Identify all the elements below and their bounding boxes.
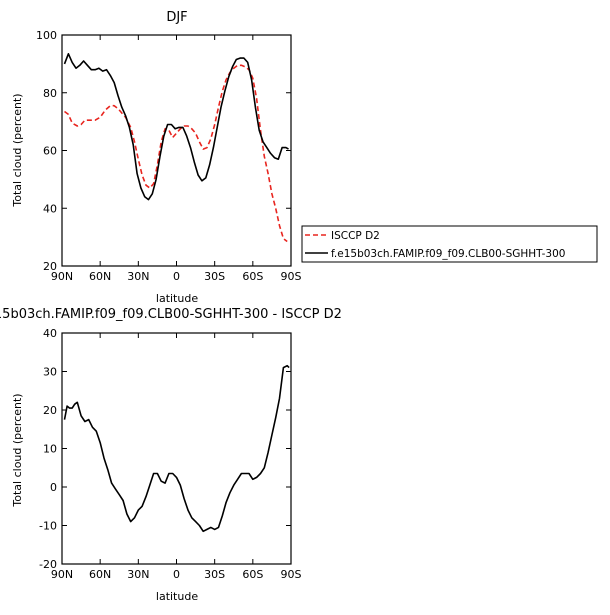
- chart1-x-tick-label: 60S: [242, 270, 263, 283]
- chart2-y-tick-label: 20: [43, 404, 57, 417]
- chart1-y-tick-label: 20: [43, 260, 57, 273]
- chart1-x-axis: 90N 60N 30N 0 30S 60S 90S: [51, 35, 302, 283]
- chart1-series-line-0: [64, 64, 288, 243]
- chart2-y-axis: -20 -10 0 10 20 30 40: [39, 327, 291, 571]
- legend-label-isccp: ISCCP D2: [331, 230, 380, 242]
- legend-box: [301, 225, 598, 263]
- chart2-x-axis: 90N 60N 30N 0 30S 60S 90S: [51, 333, 302, 581]
- chart1-series-line-1: [63, 53, 289, 201]
- chart2-x-tick-label: 60N: [89, 568, 111, 581]
- chart1-series-group: [63, 53, 289, 243]
- chart1-y-tick-label: 100: [36, 29, 57, 42]
- chart2-series-line-0: [63, 364, 290, 533]
- chart1-x-tick-label: 0: [173, 270, 180, 283]
- chart1-y-tick-label: 80: [43, 87, 57, 100]
- chart2-x-tick-label: 60S: [242, 568, 263, 581]
- chart2-y-tick-label: 30: [43, 366, 57, 379]
- chart2-y-tick-label: -10: [39, 520, 57, 533]
- chart1-y-tick-label: 40: [43, 202, 57, 215]
- chart2-y-axis-label: Total cloud (percent): [11, 393, 24, 507]
- chart2-title: f.e15b03ch.FAMIP.f09_f09.CLB00-SGHHT-300…: [0, 307, 342, 322]
- chart1-title: DJF: [166, 10, 187, 25]
- chart1-x-tick-label: 90N: [51, 270, 73, 283]
- chart2-plot-frame: [61, 332, 292, 565]
- chart1-y-axis-label: Total cloud (percent): [11, 93, 24, 207]
- chart1-legend: ISCCP D2 f.e15b03ch.FAMIP.f09_f09.CLB00-…: [301, 225, 598, 263]
- chart2-x-tick-label: 30N: [127, 568, 149, 581]
- chart1-y-axis: 20 40 60 80 100: [36, 29, 291, 273]
- chart2-series-group: [63, 364, 290, 533]
- chart1-y-tick-label: 60: [43, 145, 57, 158]
- chart2-x-tick-label: 0: [173, 568, 180, 581]
- chart2-x-tick-label: 30S: [204, 568, 225, 581]
- chart2-x-tick-label: 90N: [51, 568, 73, 581]
- chart2-x-tick-label: 90S: [281, 568, 302, 581]
- chart2-y-tick-label: 40: [43, 327, 57, 340]
- chart1-x-tick-label: 90S: [281, 270, 302, 283]
- chart1-x-tick-label: 30S: [204, 270, 225, 283]
- chart1-x-tick-label: 60N: [89, 270, 111, 283]
- chart2-y-tick-label: 0: [50, 481, 57, 494]
- chart1-x-tick-label: 30N: [127, 270, 149, 283]
- chart2-y-tick-label: -20: [39, 558, 57, 571]
- legend-label-model: f.e15b03ch.FAMIP.f09_f09.CLB00-SGHHT-300: [331, 248, 565, 260]
- chart2-y-tick-label: 10: [43, 443, 57, 456]
- chart2-x-axis-label: latitude: [156, 590, 198, 603]
- chart1-x-axis-label: latitude: [156, 292, 198, 305]
